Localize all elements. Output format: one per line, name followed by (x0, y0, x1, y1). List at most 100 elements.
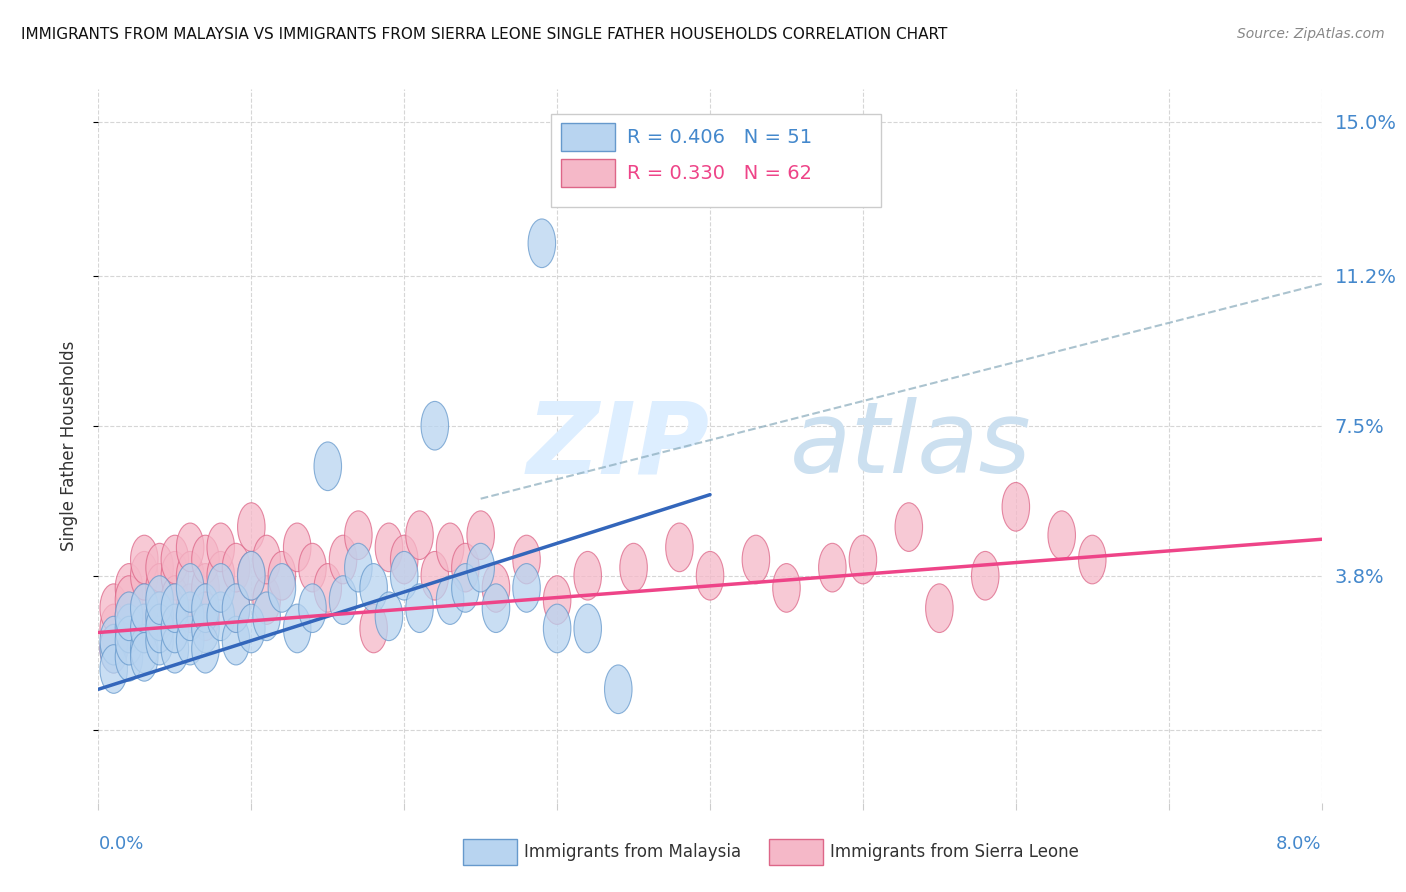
Ellipse shape (131, 632, 157, 681)
Ellipse shape (284, 604, 311, 653)
Ellipse shape (207, 564, 235, 612)
Ellipse shape (176, 616, 204, 665)
Ellipse shape (100, 624, 128, 673)
Ellipse shape (375, 523, 402, 572)
Ellipse shape (1047, 511, 1076, 559)
Ellipse shape (207, 551, 235, 600)
Ellipse shape (222, 584, 250, 632)
Ellipse shape (406, 511, 433, 559)
Text: Immigrants from Sierra Leone: Immigrants from Sierra Leone (830, 843, 1078, 861)
FancyBboxPatch shape (561, 159, 614, 187)
FancyBboxPatch shape (551, 114, 882, 207)
Ellipse shape (543, 575, 571, 624)
Ellipse shape (176, 551, 204, 600)
Ellipse shape (451, 543, 479, 592)
Y-axis label: Single Father Households: Single Father Households (59, 341, 77, 551)
Ellipse shape (298, 543, 326, 592)
Ellipse shape (391, 535, 418, 584)
Ellipse shape (375, 592, 402, 640)
Ellipse shape (191, 564, 219, 612)
Ellipse shape (176, 584, 204, 632)
Ellipse shape (298, 584, 326, 632)
Ellipse shape (162, 551, 188, 600)
Ellipse shape (329, 535, 357, 584)
Ellipse shape (100, 616, 128, 665)
Ellipse shape (115, 604, 143, 653)
Ellipse shape (162, 604, 188, 653)
Text: R = 0.406   N = 51: R = 0.406 N = 51 (627, 128, 813, 147)
Text: 8.0%: 8.0% (1277, 835, 1322, 854)
Ellipse shape (146, 592, 173, 640)
Ellipse shape (605, 665, 633, 714)
Ellipse shape (131, 584, 157, 632)
Ellipse shape (665, 523, 693, 572)
Ellipse shape (115, 604, 143, 653)
Ellipse shape (191, 592, 219, 640)
Ellipse shape (574, 551, 602, 600)
Ellipse shape (191, 624, 219, 673)
Ellipse shape (222, 616, 250, 665)
Ellipse shape (406, 584, 433, 632)
Ellipse shape (238, 551, 266, 600)
Ellipse shape (543, 604, 571, 653)
Ellipse shape (420, 551, 449, 600)
Ellipse shape (207, 523, 235, 572)
Ellipse shape (972, 551, 1000, 600)
Ellipse shape (162, 624, 188, 673)
Ellipse shape (482, 564, 510, 612)
Ellipse shape (100, 624, 128, 673)
Text: IMMIGRANTS FROM MALAYSIA VS IMMIGRANTS FROM SIERRA LEONE SINGLE FATHER HOUSEHOLD: IMMIGRANTS FROM MALAYSIA VS IMMIGRANTS F… (21, 27, 948, 42)
Ellipse shape (529, 219, 555, 268)
Ellipse shape (115, 564, 143, 612)
FancyBboxPatch shape (769, 839, 823, 865)
Ellipse shape (131, 535, 157, 584)
Ellipse shape (176, 523, 204, 572)
Ellipse shape (482, 584, 510, 632)
Text: ZIP: ZIP (526, 398, 710, 494)
Ellipse shape (451, 564, 479, 612)
Ellipse shape (1078, 535, 1107, 584)
Ellipse shape (314, 442, 342, 491)
Ellipse shape (146, 604, 173, 653)
Ellipse shape (360, 604, 388, 653)
Ellipse shape (131, 604, 157, 653)
Ellipse shape (284, 523, 311, 572)
Ellipse shape (420, 401, 449, 450)
Ellipse shape (513, 535, 540, 584)
Ellipse shape (115, 592, 143, 640)
Ellipse shape (696, 551, 724, 600)
Ellipse shape (146, 575, 173, 624)
Ellipse shape (162, 584, 188, 632)
FancyBboxPatch shape (561, 123, 614, 152)
Text: R = 0.330   N = 62: R = 0.330 N = 62 (627, 164, 811, 183)
Ellipse shape (146, 592, 173, 640)
Ellipse shape (131, 551, 157, 600)
Ellipse shape (818, 543, 846, 592)
Text: 0.0%: 0.0% (98, 835, 143, 854)
Ellipse shape (222, 543, 250, 592)
Text: Source: ZipAtlas.com: Source: ZipAtlas.com (1237, 27, 1385, 41)
Ellipse shape (620, 543, 647, 592)
Ellipse shape (436, 523, 464, 572)
Ellipse shape (191, 584, 219, 632)
Ellipse shape (253, 535, 280, 584)
Ellipse shape (176, 564, 204, 612)
Ellipse shape (742, 535, 769, 584)
Ellipse shape (329, 575, 357, 624)
Ellipse shape (1002, 483, 1029, 531)
Ellipse shape (849, 535, 877, 584)
Ellipse shape (513, 564, 540, 612)
Ellipse shape (191, 604, 219, 653)
Ellipse shape (269, 551, 295, 600)
Text: atlas: atlas (790, 398, 1031, 494)
Ellipse shape (100, 604, 128, 653)
Ellipse shape (222, 584, 250, 632)
Ellipse shape (896, 503, 922, 551)
Ellipse shape (100, 645, 128, 693)
Ellipse shape (191, 535, 219, 584)
Ellipse shape (162, 575, 188, 624)
Ellipse shape (360, 564, 388, 612)
Ellipse shape (467, 511, 495, 559)
Ellipse shape (314, 564, 342, 612)
Ellipse shape (131, 624, 157, 673)
